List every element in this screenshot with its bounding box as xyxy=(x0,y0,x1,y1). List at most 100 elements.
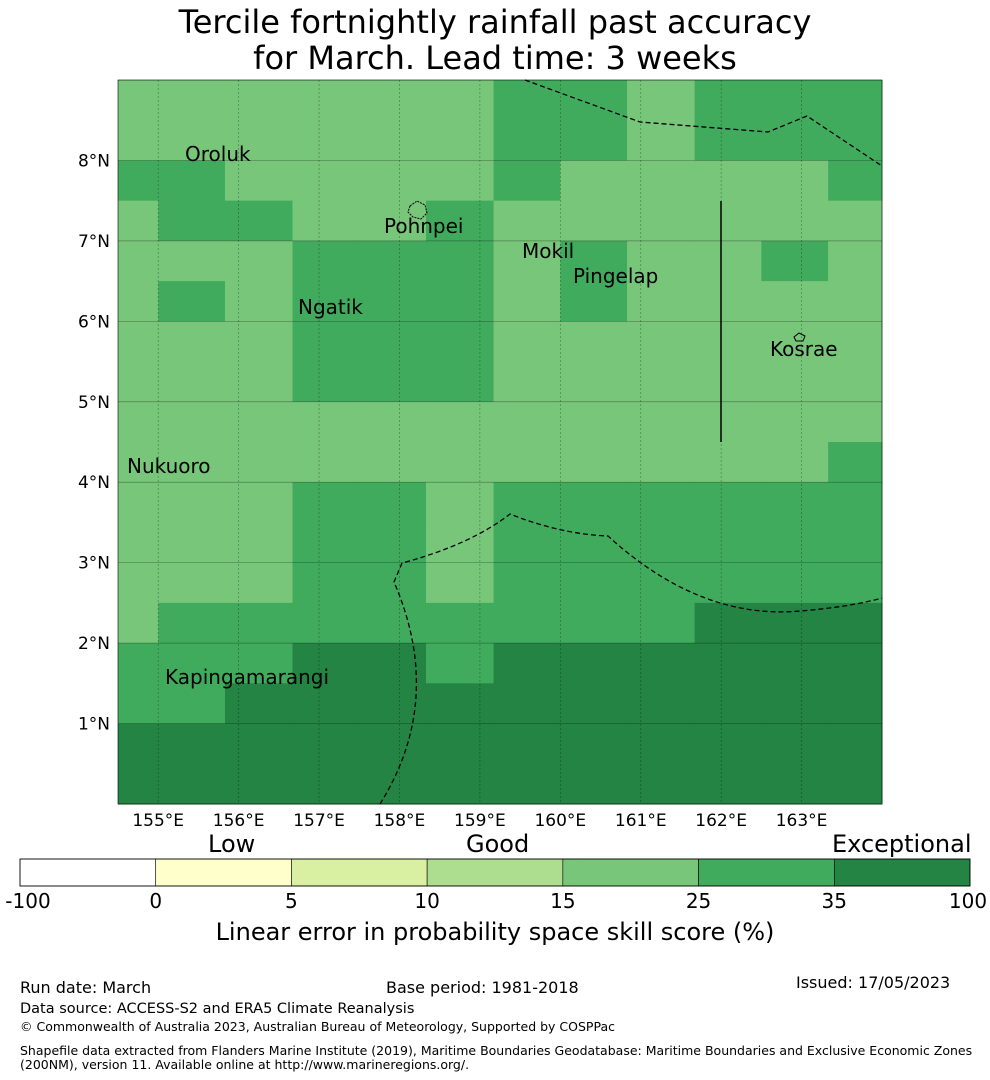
longitude-tick-labels: 155°E 156°E 157°E 158°E 159°E 160°E 161°E 162°E… xyxy=(132,811,827,831)
grid-cell xyxy=(426,482,495,523)
place-label: Ngatik xyxy=(298,295,363,319)
grid-cell xyxy=(426,321,495,363)
lon-tick-label: 156°E xyxy=(213,811,265,831)
grid-cell xyxy=(694,321,762,363)
grid-cell xyxy=(828,321,883,363)
grid-cell xyxy=(224,723,294,765)
grid-cell xyxy=(359,482,427,523)
grid-cell xyxy=(627,240,696,282)
colorbar-tick-label: 5 xyxy=(285,889,298,913)
grid-cell xyxy=(761,160,829,202)
lon-tick-label: 159°E xyxy=(454,811,506,831)
grid-cell xyxy=(158,482,226,523)
grid-cell xyxy=(292,643,360,684)
grid-cell xyxy=(493,401,561,443)
grid-cell xyxy=(694,80,762,121)
grid-cell xyxy=(761,321,829,363)
grid-cell xyxy=(158,723,226,765)
map-title: Tercile fortnightly rainfall past accura… xyxy=(0,4,990,76)
grid-cell xyxy=(426,442,495,483)
colorbar-tick-label: 25 xyxy=(685,889,712,913)
grid-cell xyxy=(292,281,360,322)
grid-cell xyxy=(118,281,159,322)
grid-cell xyxy=(761,240,829,282)
grid-cell xyxy=(627,281,696,322)
grid-cell xyxy=(828,80,883,121)
grid-cell xyxy=(292,683,360,725)
grid-cell xyxy=(359,643,427,684)
colorbar-tick-label: 10 xyxy=(414,889,440,913)
grid-cell xyxy=(224,482,294,523)
grid-cell xyxy=(694,401,762,443)
grid-cell xyxy=(158,522,226,564)
grid-cell xyxy=(118,602,159,644)
grid-cell xyxy=(627,683,696,725)
grid-cell xyxy=(224,120,294,161)
colorbar-segment xyxy=(833,858,971,887)
grid-cell xyxy=(224,160,294,202)
place-label: Kosrae xyxy=(770,337,838,361)
eez-boundaries xyxy=(379,79,883,805)
grid-cell xyxy=(224,80,294,121)
grid-cell xyxy=(224,281,294,322)
grid-cell xyxy=(694,562,762,604)
grid-cell xyxy=(292,80,360,121)
grid-cell xyxy=(158,361,226,403)
lon-tick-label: 155°E xyxy=(132,811,184,831)
grid-cell xyxy=(493,482,561,523)
grid-cell xyxy=(694,200,762,242)
grid-cell xyxy=(118,200,159,242)
grid-cell xyxy=(560,200,628,242)
grid-cell xyxy=(761,281,829,322)
grid-cell xyxy=(694,361,762,403)
grid-cell xyxy=(627,401,696,443)
grid-cell xyxy=(828,281,883,322)
grid-cell xyxy=(627,200,696,242)
grid-cell xyxy=(828,240,883,282)
grid-cell xyxy=(694,240,762,282)
grid-cell xyxy=(359,200,427,242)
grid-cell xyxy=(560,482,628,523)
grid-cell xyxy=(224,321,294,363)
grid-cell xyxy=(359,763,427,805)
grid-cell xyxy=(694,281,762,322)
grid-cell xyxy=(292,763,360,805)
grid-cell xyxy=(560,321,628,363)
lat-tick-label: 2°N xyxy=(78,634,110,654)
title-line-1: Tercile fortnightly rainfall past accura… xyxy=(178,3,812,41)
grid-cell xyxy=(158,321,226,363)
grid-cell xyxy=(158,442,226,483)
grid-cell xyxy=(359,120,427,161)
map-frame xyxy=(117,79,883,805)
shapefile-credit-line-1: Shapefile data extracted from Flanders M… xyxy=(20,1043,973,1058)
grid-cell xyxy=(627,321,696,363)
eez-boundary-north xyxy=(524,79,883,167)
lon-tick-label: 163°E xyxy=(776,811,828,831)
grid-cell xyxy=(118,683,159,725)
grid-cell xyxy=(118,442,159,483)
grid-cell xyxy=(694,723,762,765)
colorbar-tick-label: 15 xyxy=(550,889,576,913)
grid-cell xyxy=(224,240,294,282)
grid-cell xyxy=(158,120,226,161)
colorbar-tick-label: 35 xyxy=(821,889,848,913)
grid-cell xyxy=(560,240,628,282)
grid-cell xyxy=(828,723,883,765)
grid-cell xyxy=(158,683,226,725)
grid-cell xyxy=(627,120,696,161)
grid-cell xyxy=(426,120,495,161)
grid-cell xyxy=(118,482,159,523)
grid-cell xyxy=(292,361,360,403)
data-source: Data source: ACCESS-S2 and ERA5 Climate … xyxy=(20,1001,415,1017)
lon-tick-label: 158°E xyxy=(374,811,426,831)
grid-cell xyxy=(694,120,762,161)
grid-cell xyxy=(292,200,360,242)
grid-cell xyxy=(627,643,696,684)
grid-cell xyxy=(761,723,829,765)
grid-cell xyxy=(118,361,159,403)
lat-tick-label: 7°N xyxy=(78,232,110,252)
grid-cell xyxy=(292,321,360,363)
grid-cell xyxy=(158,240,226,282)
grid-cell xyxy=(627,361,696,403)
